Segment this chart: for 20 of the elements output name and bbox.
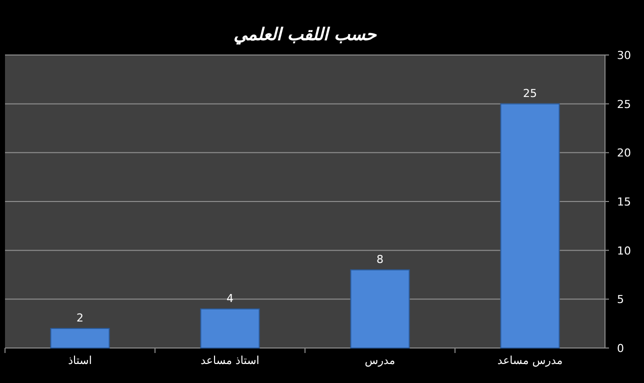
bar	[200, 308, 260, 348]
bar	[350, 269, 410, 348]
data-label: 25	[523, 86, 537, 100]
x-tick-label: استاذ مساعد	[200, 354, 260, 367]
bar	[50, 328, 110, 348]
chart-title: حسب اللقب العلمي	[234, 25, 377, 45]
y-tick-label: 0	[617, 342, 624, 355]
data-label: 8	[376, 252, 384, 266]
data-label: 2	[76, 311, 84, 324]
x-tick-label: استاذ	[68, 354, 92, 367]
y-tick-label: 25	[617, 98, 631, 111]
y-tick-label: 15	[617, 196, 631, 208]
data-label: 4	[226, 292, 234, 305]
y-tick-label: 30	[617, 49, 631, 62]
y-tick-label: 10	[617, 244, 631, 258]
bar	[500, 103, 560, 348]
x-tick-label: مدرس مساعد	[497, 354, 563, 367]
y-tick-label: 20	[617, 146, 631, 160]
y-tick-label: 5	[617, 293, 624, 306]
x-tick-label: مدرس	[364, 354, 396, 367]
